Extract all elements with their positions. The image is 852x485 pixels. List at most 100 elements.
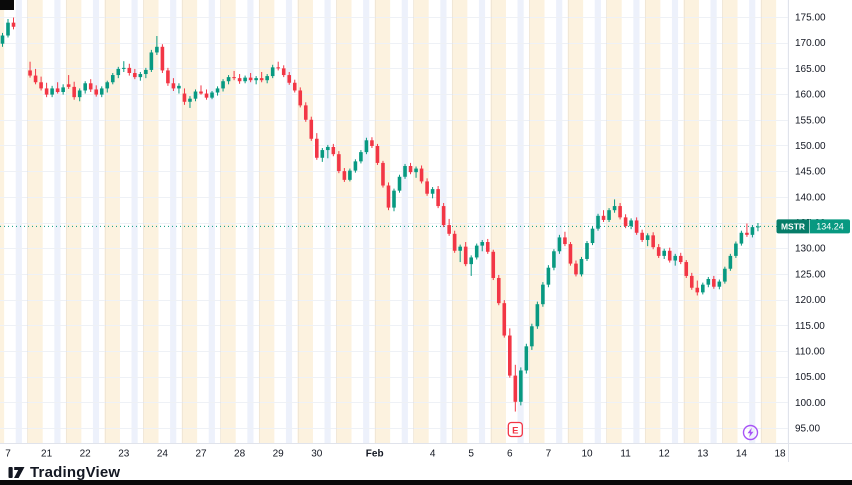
time-tick-label: 4	[430, 449, 436, 460]
candle-body	[287, 75, 292, 83]
session-band-afterhours	[749, 0, 756, 443]
session-band-afterhours	[324, 0, 331, 443]
price-tick-label: 140.00	[795, 192, 826, 203]
candle-body	[83, 83, 87, 91]
time-tick-label: 10	[581, 449, 593, 460]
candle-body	[44, 88, 49, 95]
session-band-premarket	[181, 0, 198, 443]
lightning-bolt-glyph	[747, 427, 754, 438]
candle-body	[491, 251, 496, 278]
candle-body	[110, 75, 115, 83]
candle-body	[723, 268, 727, 282]
candle-body	[590, 228, 595, 244]
candle-body	[552, 251, 556, 268]
tradingview-logo-icon	[8, 467, 25, 478]
session-band-premarket	[374, 0, 391, 443]
candle-body	[116, 68, 121, 76]
session-bands	[0, 0, 788, 443]
candle-body	[55, 88, 60, 93]
session-band-afterhours	[54, 0, 61, 443]
candle-body	[403, 165, 407, 177]
plot-area[interactable]	[0, 0, 799, 443]
candle-body	[248, 77, 253, 81]
earnings-badge	[507, 421, 523, 438]
session-band-afterhours	[671, 0, 679, 443]
candle-body	[359, 152, 363, 162]
candle-body	[254, 78, 258, 81]
tradingview-logo[interactable]: TradingView	[8, 464, 120, 481]
session-band-premarket	[606, 0, 622, 443]
candle-body	[204, 93, 209, 98]
session-band-afterhours	[170, 0, 177, 443]
candle-body	[133, 73, 137, 78]
candle-body	[601, 215, 606, 220]
price-scale[interactable]: 175.00 170.00 165.00 160.00 155.00 150.00 145.…	[776, 13, 851, 435]
price-tick-label: 120.00	[795, 295, 826, 306]
candle-body	[640, 232, 644, 240]
candle-body	[728, 255, 733, 269]
candle-body	[701, 284, 705, 293]
session-band-afterhours	[208, 0, 215, 443]
tradingview-logo-text: TradingView	[30, 464, 121, 481]
candle-body	[94, 89, 99, 95]
candle-body	[122, 67, 126, 69]
candle-body	[447, 225, 451, 234]
candle-body	[430, 189, 435, 194]
candle-body	[414, 168, 418, 173]
candle-body	[656, 247, 661, 256]
session-band-premarket	[644, 0, 661, 443]
top-left-artifact	[0, 0, 14, 10]
candle-body	[215, 88, 220, 93]
earnings-marker[interactable]: E	[507, 421, 523, 438]
session-band-premarket	[104, 0, 120, 443]
time-scale[interactable]: 7 21 22 23 24 27 28 29 30 4 5 6 7 10 11 12 13 14 18 Feb	[5, 449, 786, 460]
candle-body	[463, 246, 468, 265]
candle-body	[629, 220, 633, 227]
candle-body	[320, 150, 325, 158]
candle-body	[182, 93, 187, 102]
candle-body	[237, 78, 242, 82]
candle-body	[750, 227, 755, 235]
chart-canvas[interactable]: E 175.00170.00165.00160.00155.00150.00145…	[0, 0, 852, 462]
time-tick-label: 12	[659, 449, 671, 460]
candle-body	[155, 46, 159, 53]
price-tick-label: 125.00	[795, 269, 826, 280]
candle-body	[221, 81, 225, 89]
candle-body	[480, 242, 485, 246]
time-tick-label: 7	[5, 449, 11, 460]
candle-body	[210, 92, 214, 98]
candle-body	[419, 168, 424, 182]
candle-body	[458, 246, 462, 251]
candle-body	[408, 165, 413, 173]
session-band-afterhours	[247, 0, 254, 443]
price-tick-label: 95.00	[795, 423, 820, 434]
candle-body	[645, 235, 650, 240]
time-tick-label: 27	[195, 449, 207, 460]
candle-body	[243, 77, 247, 82]
grid-lines	[0, 0, 788, 443]
candle-body	[77, 90, 82, 98]
candle-body	[397, 176, 402, 191]
session-band-afterhours	[131, 0, 138, 443]
candle-body	[386, 185, 391, 208]
candle-body	[623, 217, 628, 227]
price-tick-label: 150.00	[795, 141, 826, 152]
session-band-premarket	[258, 0, 275, 443]
candle-body	[199, 91, 203, 94]
candle-body	[689, 275, 694, 288]
candle-body	[0, 35, 5, 44]
candle-body	[381, 162, 385, 186]
candle-body	[618, 206, 622, 218]
time-month-label: Feb	[366, 449, 384, 460]
candle-body	[673, 255, 678, 261]
time-tick-label: 24	[157, 449, 169, 460]
flash-icon[interactable]	[742, 424, 759, 441]
price-tick-label: 100.00	[795, 398, 826, 409]
candle-body	[508, 335, 512, 376]
candle-body	[535, 304, 540, 327]
price-badge-symbol: MSTR	[781, 221, 805, 231]
candle-body	[342, 171, 347, 180]
time-tick-label: 21	[41, 449, 53, 460]
candle-body	[193, 91, 198, 99]
